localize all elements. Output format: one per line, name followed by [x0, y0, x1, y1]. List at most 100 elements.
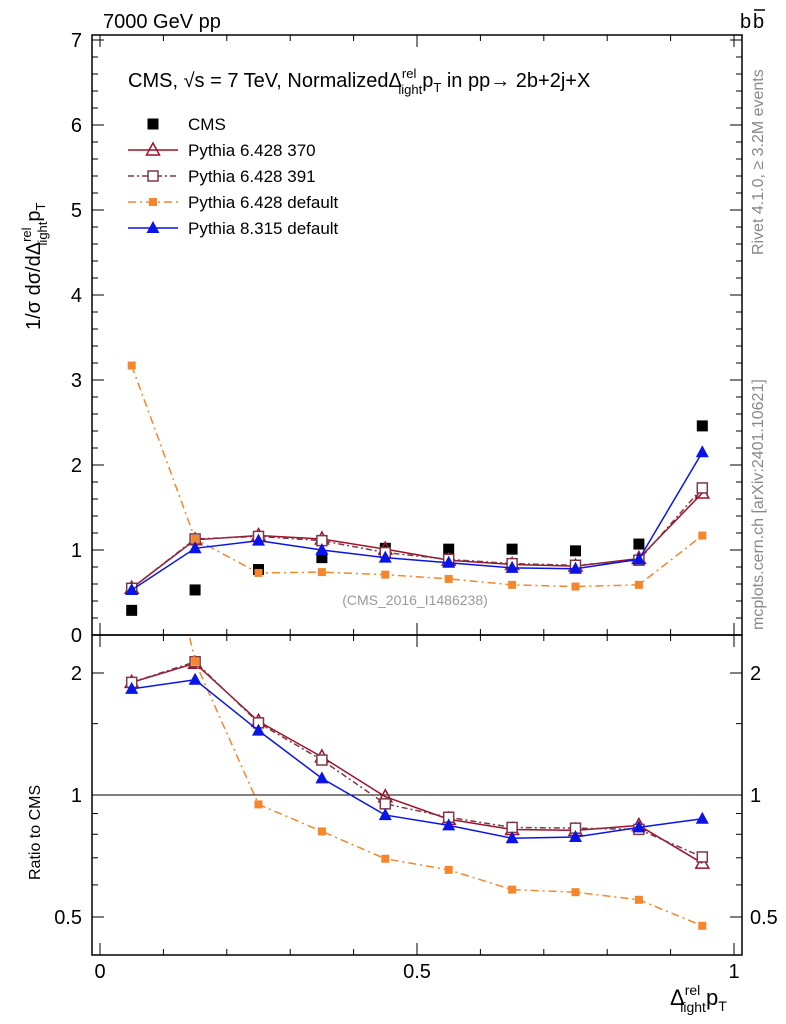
- data-point-pythia-6-428-default: [254, 568, 263, 577]
- data-point-cms: [506, 543, 518, 555]
- data-point-pythia-8-315-default: [188, 541, 202, 554]
- legend-label-pythia-6-428-default: Pythia 6.428 default: [188, 193, 339, 212]
- data-point-pythia-8-315-default: [125, 582, 139, 595]
- ratio-point-pythia-6-428-391: [379, 798, 392, 810]
- y-tick-label: 4: [71, 285, 82, 307]
- data-point-pythia-6-428-default: [571, 582, 580, 591]
- ratio-point-pythia-6-428-391: [316, 754, 328, 766]
- rivet-label: Rivet 4.1.0, ≥ 3.2M events: [750, 69, 767, 255]
- data-point-cms: [189, 584, 201, 596]
- main-plot-area: [123, 361, 711, 616]
- legend-label-pythia-6-428-391: Pythia 6.428 391: [188, 167, 316, 186]
- data-point-pythia-6-428-default: [508, 580, 517, 589]
- data-point-pythia-6-428-default: [317, 568, 326, 577]
- ratio-point-pythia-8-315-default: [125, 681, 139, 694]
- x-axis-label: Δrel lightpT: [670, 982, 727, 1015]
- mcplots-label: mcplots.cern.ch [arXiv:2401.10621]: [750, 379, 767, 630]
- header-left: 7000 GeV pp: [103, 11, 221, 33]
- ratio-y-label: Ratio to CMS: [27, 785, 44, 880]
- ratio-point-pythia-8-315-default: [252, 723, 265, 736]
- data-point-cms: [696, 420, 708, 432]
- header-right: b b: [740, 9, 765, 33]
- y-tick-label: 2: [71, 455, 82, 477]
- series-line-pythia-6-428-370: [131, 492, 703, 589]
- data-point-pythia-8-315-default: [569, 561, 582, 574]
- data-point-pythia-6-428-default: [127, 361, 136, 370]
- ratio-point-pythia-8-315-default: [505, 831, 519, 844]
- x-tick-label: 1: [728, 961, 739, 983]
- y-tick-label: 3: [71, 370, 82, 392]
- data-point-pythia-6-428-default: [698, 531, 707, 540]
- legend-label-cms: CMS: [188, 115, 226, 134]
- ratio-line-pythia-6-428-default: [188, 635, 703, 927]
- svg-text:b: b: [740, 11, 751, 33]
- legend-marker-pythia-8-315-default: [146, 221, 160, 233]
- data-point-cms: [570, 545, 581, 557]
- ratio-y-tick-label: 1: [71, 785, 82, 807]
- legend-marker-pythia-6-428-370: [145, 141, 161, 156]
- legend-label-pythia-6-428-370: Pythia 6.428 370: [188, 141, 316, 160]
- y-tick-label: 5: [71, 200, 82, 222]
- legend-marker-cms: [147, 118, 159, 130]
- data-point-pythia-6-428-391: [696, 482, 709, 494]
- data-point-cms: [633, 538, 645, 550]
- ratio-point-pythia-8-315-default: [442, 818, 456, 831]
- data-point-cms: [316, 552, 328, 564]
- y-tick-label: 0: [71, 625, 82, 647]
- analysis-watermark: (CMS_2016_I1486238): [342, 592, 488, 608]
- series-line-pythia-6-428-default: [130, 365, 703, 588]
- ratio-point-pythia-6-428-default: [254, 800, 263, 809]
- ratio-point-pythia-8-315-default: [315, 771, 329, 784]
- data-point-pythia-6-428-default: [191, 534, 200, 543]
- y-tick-label: 1: [71, 540, 82, 562]
- ratio-point-pythia-8-315-default: [632, 820, 646, 833]
- data-point-pythia-8-315-default: [442, 555, 456, 568]
- ratio-plot-area: [123, 635, 711, 930]
- data-point-pythia-6-428-default: [381, 570, 390, 579]
- x-tick-label: 0.5: [403, 961, 431, 983]
- data-point-pythia-8-315-default: [378, 550, 392, 563]
- ratio-point-pythia-8-315-default: [188, 672, 202, 685]
- data-point-cms: [126, 604, 138, 616]
- ratio-point-pythia-6-428-default: [317, 827, 326, 836]
- ratio-point-pythia-6-428-default: [381, 854, 390, 863]
- ratio-line-pythia-6-428-370: [131, 662, 703, 864]
- ratio-point-pythia-6-428-default: [444, 865, 453, 874]
- series-line-pythia-8-315-default: [131, 451, 703, 591]
- series-line-pythia-6-428-391: [131, 487, 703, 589]
- data-point-pythia-6-428-default: [634, 580, 643, 589]
- y-axis-label: 1/σ dσ/dΔrellightpT: [19, 202, 50, 330]
- y-tick-label: 6: [71, 115, 82, 137]
- data-point-pythia-8-315-default: [505, 560, 519, 573]
- ratio-y-tick-label-right: 2: [750, 663, 761, 685]
- data-point-pythia-8-315-default: [252, 533, 265, 546]
- data-point-pythia-8-315-default: [315, 543, 329, 555]
- ratio-line-pythia-8-315-default: [131, 678, 703, 839]
- ratio-point-pythia-8-315-default: [569, 829, 582, 842]
- ratio-y-tick-label-right: 0.5: [750, 907, 778, 929]
- data-point-pythia-8-315-default: [632, 552, 646, 565]
- svg-text:b: b: [753, 11, 764, 33]
- legend-label-pythia-8-315-default: Pythia 8.315 default: [188, 219, 339, 238]
- data-point-cms: [443, 543, 455, 555]
- legend: CMS Pythia 6.428 370 Pythia 6.428 391 Pythi…: [128, 115, 339, 238]
- y-tick-label: 7: [71, 30, 82, 52]
- ratio-point-pythia-6-428-default: [508, 885, 517, 894]
- chart-title: CMS, √s = 7 TeV, NormalizedΔrel lightpT i…: [128, 66, 590, 97]
- ratio-point-pythia-8-315-default: [695, 811, 709, 824]
- data-point-pythia-8-315-default: [695, 445, 709, 458]
- ratio-point-pythia-6-428-default: [634, 895, 643, 904]
- ratio-y-tick-label: 0.5: [54, 907, 82, 929]
- ratio-y-tick-label-right: 1: [750, 785, 761, 807]
- ratio-point-pythia-6-428-default: [571, 888, 580, 897]
- legend-marker-pythia-6-428-default: [149, 198, 157, 206]
- ratio-point-pythia-6-428-391: [506, 821, 518, 834]
- ratio-y-tick-label: 2: [71, 663, 82, 685]
- x-tick-label: 0: [94, 961, 105, 983]
- ratio-point-pythia-8-315-default: [378, 808, 392, 821]
- ratio-point-pythia-6-428-default: [698, 921, 707, 930]
- data-point-pythia-6-428-default: [444, 574, 453, 583]
- ratio-point-pythia-6-428-default: [191, 657, 200, 666]
